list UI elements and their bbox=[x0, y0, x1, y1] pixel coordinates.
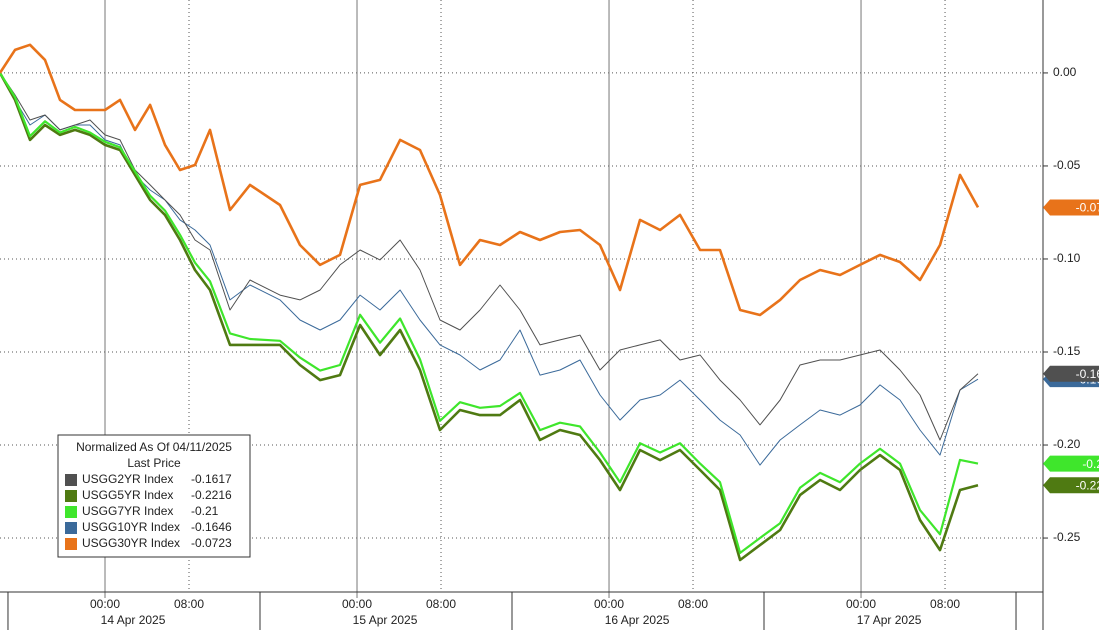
legend-label: USGG10YR Index bbox=[82, 520, 180, 534]
y-tick-label: -0.10 bbox=[1053, 251, 1081, 265]
y-tick-label: -0.25 bbox=[1053, 530, 1081, 544]
x-tick-label: 08:00 bbox=[426, 597, 456, 611]
legend-value: -0.2216 bbox=[191, 488, 232, 502]
series-line bbox=[0, 72, 979, 562]
series-line bbox=[0, 72, 979, 554]
legend-swatch bbox=[65, 538, 77, 550]
x-tick-label: 08:00 bbox=[174, 597, 204, 611]
grid bbox=[0, 0, 1043, 598]
x-tick-label: 00:00 bbox=[342, 597, 372, 611]
x-date-label: 16 Apr 2025 bbox=[605, 613, 670, 627]
legend-label: USGG2YR Index bbox=[82, 472, 173, 486]
last-value-tag: -0.1617 bbox=[1043, 365, 1099, 382]
legend: Normalized As Of 04/11/2025 Last Price U… bbox=[57, 434, 251, 558]
x-tick-label: 00:00 bbox=[90, 597, 120, 611]
last-value-tag: -0.0723 bbox=[1043, 199, 1099, 216]
legend-label: USGG5YR Index bbox=[82, 488, 173, 502]
legend-subtitle: Last Price bbox=[127, 456, 181, 470]
legend-value: -0.1617 bbox=[191, 472, 232, 486]
x-tick-label: 00:00 bbox=[846, 597, 876, 611]
legend-value: -0.21 bbox=[191, 504, 219, 518]
legend-box bbox=[57, 434, 251, 558]
legend-value: -0.1646 bbox=[191, 520, 232, 534]
plot bbox=[0, 43, 980, 562]
y-tick-label: 0.00 bbox=[1053, 65, 1077, 79]
x-date-label: 15 Apr 2025 bbox=[353, 613, 418, 627]
legend-label: USGG30YR Index bbox=[82, 536, 180, 550]
tag-shape bbox=[1043, 365, 1099, 382]
x-tick-label: 08:00 bbox=[678, 597, 708, 611]
x-tick-label: 00:00 bbox=[594, 597, 624, 611]
x-tick-label: 08:00 bbox=[930, 597, 960, 611]
y-tick-label: -0.05 bbox=[1053, 158, 1081, 172]
axes: 0.00 -0.05 -0.10 -0.15 -0.20 -0.25 00:00 08:00 0… bbox=[7, 65, 1099, 630]
legend-label: USGG7YR Index bbox=[82, 504, 173, 518]
tag-label: -0.2216 bbox=[1076, 478, 1099, 492]
tag-label: -0.21 bbox=[1082, 457, 1099, 471]
legend-swatch bbox=[65, 522, 77, 534]
legend-value: -0.0723 bbox=[191, 536, 232, 550]
tag-label: -0.0723 bbox=[1076, 201, 1099, 215]
series-line bbox=[0, 72, 979, 441]
last-value-tag: -0.21 bbox=[1043, 455, 1099, 472]
tag-shape bbox=[1043, 477, 1099, 494]
y-tick-label: -0.15 bbox=[1053, 344, 1081, 358]
series-line bbox=[0, 43, 980, 317]
tag-label: -0.1617 bbox=[1076, 367, 1099, 381]
x-date-label: 14 Apr 2025 bbox=[101, 613, 166, 627]
legend-swatch bbox=[65, 490, 77, 502]
x-date-label: 17 Apr 2025 bbox=[857, 613, 922, 627]
tag-shape bbox=[1043, 199, 1099, 216]
last-value-tag: -0.2216 bbox=[1043, 477, 1099, 494]
legend-title: Normalized As Of 04/11/2025 bbox=[76, 440, 232, 454]
y-tick-label: -0.20 bbox=[1053, 437, 1081, 451]
legend-swatch bbox=[65, 506, 77, 518]
legend-swatch bbox=[65, 474, 77, 486]
tag-shape bbox=[1043, 455, 1099, 472]
